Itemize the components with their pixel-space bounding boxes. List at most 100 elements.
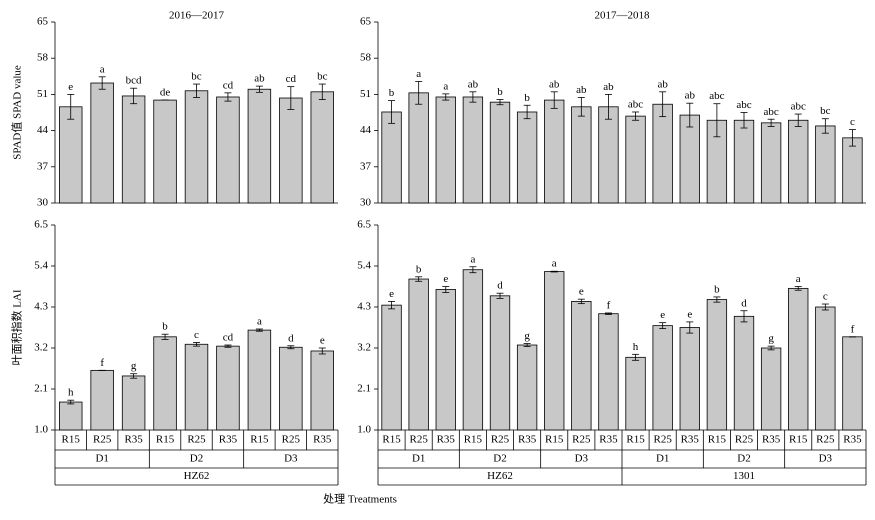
- x-tick-label: R35: [681, 434, 700, 446]
- y-tick-label: 2.1: [357, 383, 371, 395]
- y-tick-label: 4.3: [357, 301, 371, 313]
- significance-letter: ab: [657, 78, 668, 90]
- x-tick-label: R25: [572, 434, 591, 446]
- bar: [652, 103, 673, 204]
- bar: [462, 96, 484, 204]
- y-tick-label: 58: [360, 52, 372, 64]
- y-tick-label: 3.2: [34, 342, 48, 354]
- variety-label: 1301: [733, 470, 755, 482]
- bar: [279, 346, 303, 431]
- bar: [489, 101, 511, 204]
- significance-letter: ab: [685, 90, 696, 102]
- significance-letter: cd: [286, 73, 297, 85]
- group-label: D3: [284, 453, 298, 465]
- x-tick-label: R35: [518, 434, 537, 446]
- bar: [381, 111, 402, 204]
- bar: [842, 336, 863, 431]
- x-tick-label: R25: [653, 434, 672, 446]
- significance-letter: f: [100, 357, 104, 369]
- bar: [435, 289, 456, 431]
- significance-letter: cd: [223, 332, 234, 344]
- significance-letter: de: [160, 87, 171, 99]
- variety-label: HZ62: [487, 470, 513, 482]
- significance-letter: b: [389, 87, 395, 99]
- y-tick-label: 30: [37, 197, 49, 209]
- group-label: D1: [656, 453, 669, 465]
- y-tick-label: 44: [360, 124, 372, 136]
- significance-letter: abc: [763, 106, 778, 118]
- significance-letter: ab: [576, 84, 587, 96]
- bar: [184, 343, 209, 431]
- x-tick-label: R35: [313, 434, 332, 446]
- y-tick-label: 30: [360, 197, 372, 209]
- y-tick-label: 5.4: [34, 260, 48, 272]
- significance-letter: a: [100, 63, 105, 75]
- significance-letter: abc: [628, 99, 643, 111]
- x-tick-label: R25: [735, 434, 754, 446]
- x-tick-label: R35: [599, 434, 618, 446]
- panel-title: 2016—2017: [169, 10, 225, 22]
- y-axis-label: SPAD值 SPAD value: [11, 65, 24, 160]
- bar: [679, 114, 700, 204]
- y-tick-label: 51: [37, 88, 48, 100]
- significance-letter: e: [443, 273, 448, 285]
- significance-letter: abc: [736, 99, 751, 111]
- significance-letter: ab: [549, 78, 560, 90]
- x-tick-label: R35: [124, 434, 143, 446]
- group-label: D2: [737, 453, 750, 465]
- group-label: D1: [95, 453, 108, 465]
- bar: [598, 106, 619, 204]
- y-tick-label: 51: [360, 88, 371, 100]
- y-tick-label: 65: [360, 16, 372, 28]
- y-tick-label: 44: [37, 124, 49, 136]
- significance-letter: a: [416, 68, 421, 80]
- significance-letter: a: [552, 258, 557, 270]
- bar: [153, 99, 177, 204]
- significance-letter: b: [524, 92, 530, 104]
- y-tick-label: 6.5: [357, 219, 371, 231]
- y-tick-label: 37: [37, 160, 49, 172]
- y-tick-label: 6.5: [34, 219, 48, 231]
- bar: [598, 313, 619, 431]
- significance-letter: e: [389, 288, 394, 300]
- bar: [706, 299, 728, 431]
- significance-letter: e: [320, 335, 325, 347]
- group-label: D3: [819, 453, 833, 465]
- bar: [247, 329, 272, 431]
- bar: [788, 287, 809, 431]
- significance-letter: a: [796, 273, 801, 285]
- group-label: D2: [493, 453, 506, 465]
- y-axis-label: 叶面积指数 LAI: [10, 289, 24, 365]
- y-tick-label: 1.0: [357, 424, 371, 436]
- bar: [247, 88, 272, 204]
- x-tick-label: R35: [843, 434, 862, 446]
- bar: [489, 295, 511, 431]
- bar: [544, 271, 565, 431]
- bar: [310, 350, 334, 431]
- significance-letter: b: [497, 86, 503, 98]
- x-tick-label: R15: [789, 434, 808, 446]
- x-tick-label: R15: [464, 434, 483, 446]
- bar: [625, 115, 646, 204]
- significance-letter: bcd: [126, 75, 142, 87]
- group-label: D3: [575, 453, 589, 465]
- bar: [788, 119, 809, 204]
- bar: [462, 269, 484, 431]
- significance-letter: ab: [254, 73, 265, 85]
- y-tick-label: 2.1: [34, 383, 48, 395]
- bar: [121, 375, 146, 431]
- bar: [544, 99, 565, 204]
- significance-letter: g: [524, 330, 530, 342]
- x-tick-label: R15: [708, 434, 727, 446]
- bar: [435, 96, 456, 204]
- x-tick-label: R25: [187, 434, 206, 446]
- variety-label: HZ62: [184, 470, 210, 482]
- significance-letter: h: [633, 341, 639, 353]
- x-tick-label: R15: [626, 434, 645, 446]
- significance-letter: f: [851, 323, 855, 335]
- bar: [842, 137, 863, 204]
- x-tick-label: R25: [816, 434, 835, 446]
- significance-letter: a: [443, 80, 448, 92]
- y-tick-label: 1.0: [34, 424, 48, 436]
